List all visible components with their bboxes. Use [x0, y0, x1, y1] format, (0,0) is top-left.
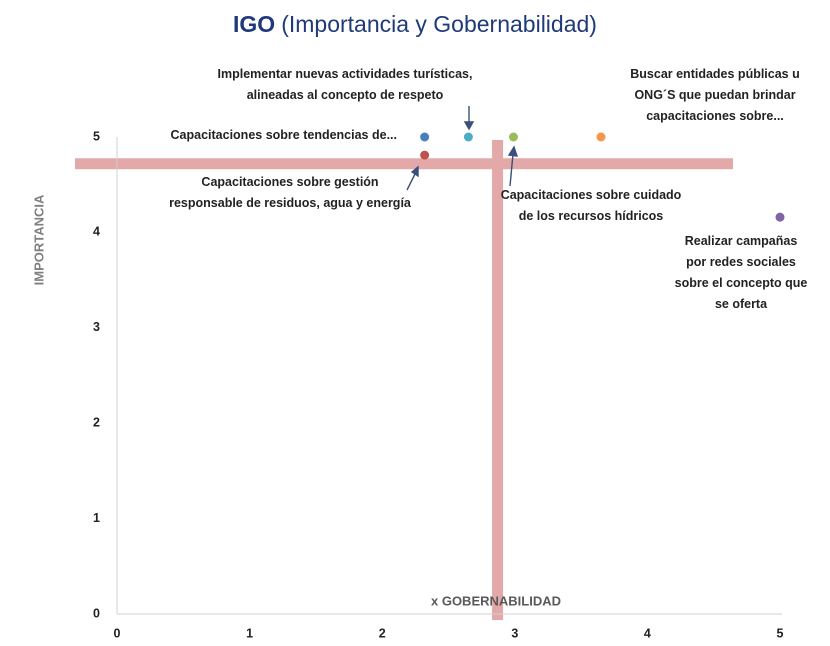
point [463, 132, 473, 142]
arrows [406, 106, 519, 191]
point-label: Capacitaciones sobre gestión responsable … [169, 175, 412, 210]
point-label: Buscar entidades públicas u ONG´S que pue… [630, 67, 800, 123]
y-tick-label: 5 [93, 129, 100, 143]
y-tick-label: 4 [93, 225, 100, 239]
point [420, 150, 430, 160]
x-tick-label: 2 [379, 626, 386, 640]
x-tick-label: 1 [246, 626, 253, 640]
x-axis-label: x GOBERNABILIDAD [431, 593, 561, 608]
point [775, 212, 785, 222]
y-tick-label: 1 [93, 511, 100, 525]
point [420, 132, 430, 142]
point [596, 132, 606, 142]
arrow-head [463, 121, 475, 131]
x-tick-label: 3 [511, 626, 518, 640]
arrow [509, 153, 514, 187]
point [508, 132, 518, 142]
x-tick-label: 4 [644, 626, 651, 640]
point-label: Capacitaciones sobre tendencias de... [171, 128, 397, 142]
x-tick-label: 5 [777, 626, 784, 640]
arrow-head [507, 145, 519, 157]
y-axis-label: IMPORTANCIA [31, 194, 46, 285]
x-tick-label: 0 [114, 626, 121, 640]
point-label: Implementar nuevas actividades turística… [218, 67, 473, 102]
y-tick-label: 0 [93, 606, 100, 620]
title-rest: (Importancia y Gobernabilidad) [281, 11, 597, 37]
y-tick-label: 2 [93, 415, 100, 429]
point-label: Capacitaciones sobre cuidado de los recur… [501, 188, 682, 223]
arrow-head [410, 165, 419, 178]
y-tick-label: 3 [93, 320, 100, 334]
reference-bands [75, 140, 733, 620]
title-bold: IGO [233, 11, 275, 37]
chart-title: IGO (Importancia y Gobernabilidad) [233, 11, 597, 37]
arrow [406, 173, 416, 191]
point-label: Realizar campañas por redes sociales sobre… [675, 234, 808, 311]
